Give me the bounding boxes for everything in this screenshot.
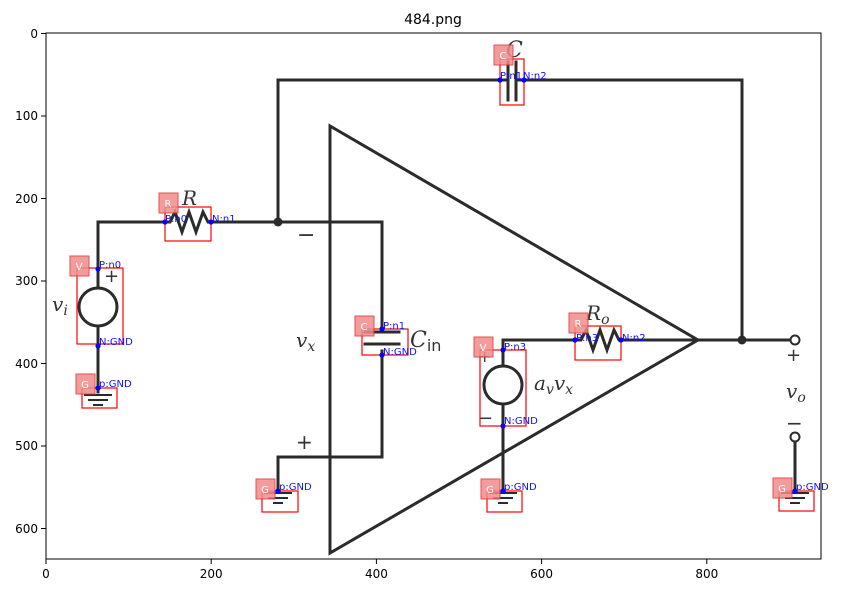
component-tag: V xyxy=(76,262,83,273)
x-tick-label: 200 xyxy=(200,567,223,581)
label-cin: Cin xyxy=(410,328,441,355)
detection-resistor-r: R P:n0 N:n1 xyxy=(158,192,236,242)
detection-capacitor-c: C P:n1 N:n2 xyxy=(493,44,547,106)
pin-label: N:n2 xyxy=(523,71,547,82)
detection-resistor-ro: R P:n3 N:n2 xyxy=(568,312,646,361)
component-tag: G xyxy=(261,485,269,496)
figure-title: 484.png xyxy=(404,12,462,28)
plus-sign: + xyxy=(104,266,119,287)
source-vi-symbol xyxy=(77,286,119,328)
plus-sign: + xyxy=(296,430,313,454)
y-tick-label: 500 xyxy=(15,439,38,453)
y-tick-label: 100 xyxy=(15,109,38,123)
pin-label: P:n3 xyxy=(576,333,598,344)
minus-sign: − xyxy=(297,223,315,248)
component-tag: R xyxy=(575,319,582,330)
output-terminal xyxy=(789,334,801,346)
label-ro: Ro xyxy=(585,301,610,328)
opamp-triangle xyxy=(328,123,701,556)
resistor-ro-symbol xyxy=(573,325,624,355)
label-r: R xyxy=(181,186,197,210)
y-tick-label: 300 xyxy=(15,274,38,288)
detection-overlays: C P:n1 N:n2 R P:n0 N:n1 V P:n0 N:GND xyxy=(69,44,829,513)
pin-label: P:n1 xyxy=(500,71,522,82)
pin-label: N:GND xyxy=(383,347,417,358)
detection-ground-left: G p:GND xyxy=(75,373,132,409)
x-tick-label: 600 xyxy=(530,567,553,581)
ground-symbol xyxy=(84,394,112,406)
detection-source-avvx: V P:n3 N:GND xyxy=(473,336,538,429)
y-tick-label: 200 xyxy=(15,192,38,206)
output-terminal xyxy=(789,431,801,443)
source-avvx-symbol xyxy=(482,364,524,406)
plus-sign: + xyxy=(786,345,801,366)
pin-label: p:GND xyxy=(504,482,537,493)
detection-capacitor-cin: C P:n1 N:GND xyxy=(354,315,417,358)
minus-sign: − xyxy=(478,408,493,429)
pin-label: P:n3 xyxy=(504,342,526,353)
component-tag: R xyxy=(165,199,172,210)
pin-label: N:n2 xyxy=(622,333,646,344)
y-axis: 0 100 200 300 400 500 600 xyxy=(15,27,46,536)
minus-sign: − xyxy=(786,411,803,435)
y-tick-label: 400 xyxy=(15,357,38,371)
pin-label: N:GND xyxy=(504,416,538,427)
x-tick-label: 0 xyxy=(42,567,50,581)
x-axis: 0 200 400 600 800 xyxy=(42,559,718,581)
component-tag: G xyxy=(778,484,786,495)
junction-dot xyxy=(737,335,747,345)
component-tag: V xyxy=(480,343,487,354)
component-tag: C xyxy=(361,322,368,333)
component-tag: C xyxy=(500,51,507,62)
pin-label: N:GND xyxy=(99,337,133,348)
label-vi: vi xyxy=(52,292,68,319)
pin-label: p:GND xyxy=(279,482,312,493)
plot-frame xyxy=(45,32,822,560)
label-avvx: avvx xyxy=(534,371,573,398)
label-vx: vx xyxy=(296,328,315,355)
detection-ground-right: G p:GND xyxy=(772,477,829,512)
pin-label: p:GND xyxy=(796,482,829,493)
component-tag: G xyxy=(81,380,89,391)
pin-label: P:n1 xyxy=(383,321,405,332)
resistor-r-symbol xyxy=(162,207,214,237)
pin-label: p:GND xyxy=(99,379,132,390)
junction-dot xyxy=(273,217,283,227)
detection-source-vi: V P:n0 N:GND xyxy=(69,255,133,349)
y-tick-label: 600 xyxy=(15,522,38,536)
pin-label: P:n0 xyxy=(165,214,187,225)
component-tag: G xyxy=(486,485,494,496)
detection-ground-midright: G p:GND xyxy=(480,478,537,513)
detection-ground-midleft: G p:GND xyxy=(255,478,312,513)
y-tick-label: 0 xyxy=(30,27,38,41)
x-tick-label: 800 xyxy=(695,567,718,581)
pin-label: N:n1 xyxy=(212,214,236,225)
x-tick-label: 400 xyxy=(365,567,388,581)
circuit-labels: C R vi vx Cin Ro avvx vo − + + + − + − xyxy=(52,38,806,454)
label-vo: vo xyxy=(786,379,806,406)
pin-label: P:n0 xyxy=(99,260,121,271)
